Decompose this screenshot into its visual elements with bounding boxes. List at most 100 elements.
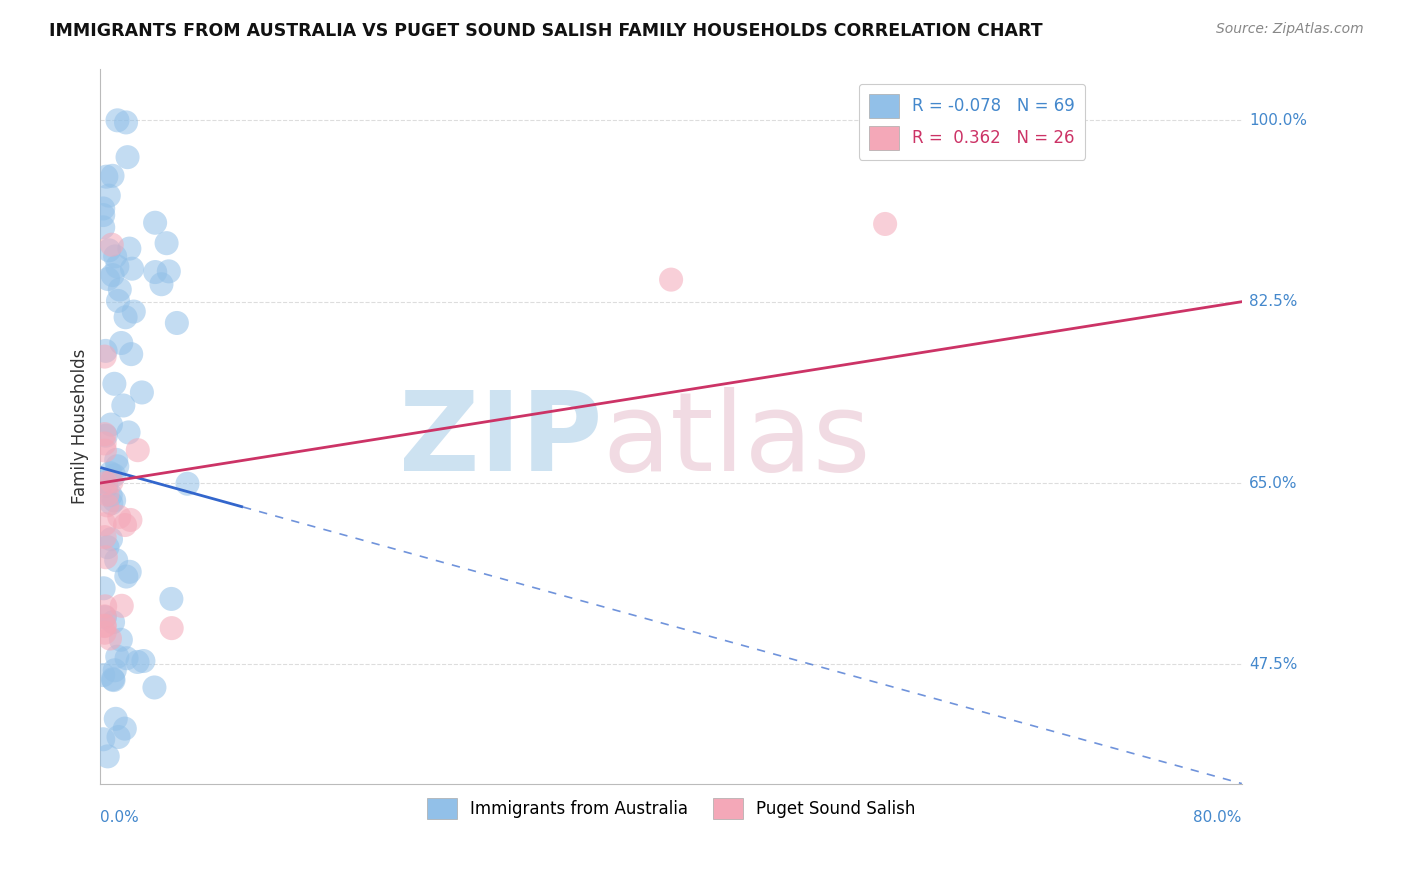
Point [105, 260, 128, 274]
Point [160, 591, 183, 606]
Point [93, 618, 115, 632]
Point [93, 517, 115, 532]
Point [166, 316, 188, 330]
Point [107, 113, 129, 128]
Point [97, 188, 120, 202]
Point [91, 732, 114, 747]
Legend: Immigrants from Australia, Puget Sound Salish: Immigrants from Australia, Puget Sound S… [420, 791, 922, 825]
Point [108, 510, 131, 524]
Point [103, 376, 125, 391]
Point [114, 722, 136, 736]
Point [94, 599, 117, 614]
Point [157, 264, 180, 278]
Point [117, 425, 139, 440]
Text: 82.5%: 82.5% [1249, 294, 1298, 310]
Point [127, 443, 149, 458]
Point [117, 150, 139, 164]
Point [94, 443, 117, 458]
Point [115, 569, 138, 583]
Point [143, 216, 166, 230]
Point [96, 479, 118, 493]
Point [115, 651, 138, 665]
Point [110, 632, 132, 647]
Point [98, 632, 121, 646]
Point [143, 265, 166, 279]
Point [94, 428, 117, 442]
Point [108, 283, 131, 297]
Point [160, 621, 183, 635]
Text: Source: ZipAtlas.com: Source: ZipAtlas.com [1216, 22, 1364, 37]
Point [93, 619, 115, 633]
Point [121, 261, 143, 276]
Point [107, 730, 129, 744]
Point [93, 609, 115, 624]
Point [104, 712, 127, 726]
Point [104, 249, 127, 263]
Point [176, 476, 198, 491]
Point [114, 310, 136, 325]
Point [103, 468, 125, 483]
Point [91, 208, 114, 222]
Point [96, 540, 118, 554]
Point [93, 436, 115, 450]
Point [101, 268, 124, 282]
Point [110, 336, 132, 351]
Point [96, 487, 118, 501]
Point [105, 553, 128, 567]
Point [107, 293, 129, 308]
Point [98, 466, 121, 480]
Point [103, 673, 125, 687]
Point [97, 749, 120, 764]
Text: 47.5%: 47.5% [1249, 657, 1298, 672]
Point [100, 496, 122, 510]
Point [115, 115, 138, 129]
Point [120, 513, 142, 527]
Point [100, 533, 122, 547]
Point [112, 399, 135, 413]
Point [93, 582, 115, 596]
Point [150, 277, 173, 292]
Point [104, 663, 127, 677]
Point [91, 668, 114, 682]
Point [97, 244, 120, 258]
Point [122, 304, 145, 318]
Point [101, 615, 124, 630]
Text: 0.0%: 0.0% [100, 810, 139, 824]
Point [93, 427, 115, 442]
Text: IMMIGRANTS FROM AUSTRALIA VS PUGET SOUND SALISH FAMILY HOUSEHOLDS CORRELATION CH: IMMIGRANTS FROM AUSTRALIA VS PUGET SOUND… [49, 22, 1043, 40]
Point [100, 417, 122, 432]
Point [96, 499, 118, 513]
Point [91, 475, 114, 489]
Point [100, 237, 122, 252]
Y-axis label: Family Households: Family Households [72, 349, 89, 504]
Point [143, 681, 166, 695]
Point [120, 347, 142, 361]
Point [93, 530, 115, 544]
Text: 100.0%: 100.0% [1249, 112, 1308, 128]
Point [659, 272, 682, 286]
Point [131, 385, 153, 400]
Point [127, 655, 149, 669]
Point [105, 649, 128, 664]
Point [118, 242, 141, 256]
Point [118, 565, 141, 579]
Point [100, 475, 122, 489]
Point [114, 518, 136, 533]
Point [132, 654, 155, 668]
Point [94, 610, 117, 624]
Point [91, 220, 114, 235]
Point [94, 475, 117, 490]
Text: ZIP: ZIP [399, 387, 603, 494]
Point [100, 488, 122, 502]
Point [875, 217, 897, 231]
Point [111, 599, 134, 613]
Text: 65.0%: 65.0% [1249, 475, 1298, 491]
Point [101, 169, 124, 183]
Point [97, 272, 120, 286]
Point [103, 493, 125, 508]
Point [93, 350, 115, 364]
Text: 80.0%: 80.0% [1194, 810, 1241, 824]
Point [94, 343, 117, 358]
Point [155, 236, 177, 251]
Text: atlas: atlas [603, 387, 872, 494]
